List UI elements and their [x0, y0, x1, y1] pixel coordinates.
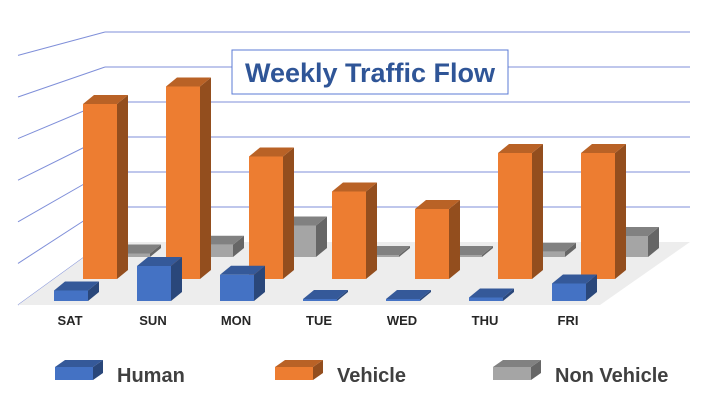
- category-label: WED: [387, 313, 417, 328]
- bar-vehicle-sat: [83, 95, 128, 279]
- legend-swatch: [275, 367, 313, 380]
- chart-title: Weekly Traffic Flow: [245, 58, 496, 88]
- category-label: SUN: [139, 313, 166, 328]
- bar-vehicle-thu: [498, 144, 543, 279]
- category-label: TUE: [306, 313, 332, 328]
- bar-human-sun: [137, 257, 182, 301]
- category-labels: SAT SUN MON TUE WED THU FRI: [57, 313, 578, 328]
- bar-vehicle-mon: [249, 147, 294, 279]
- bar-human-fri: [552, 274, 597, 301]
- bar-human-thu: [469, 288, 514, 301]
- legend-item-non-vehicle: Non Vehicle: [493, 360, 668, 387]
- bar-human-wed: [386, 290, 431, 301]
- bar-human-mon: [220, 265, 265, 301]
- bars: [54, 77, 659, 301]
- side-gridline: [17, 66, 106, 98]
- legend: Human Vehicle Non Vehicle: [55, 360, 668, 387]
- bar-human-sat: [54, 281, 99, 301]
- category-label: FRI: [558, 313, 579, 328]
- bar-vehicle-sun: [166, 77, 211, 279]
- legend-label: Non Vehicle: [555, 365, 668, 387]
- category-label: MON: [221, 313, 251, 328]
- legend-item-vehicle: Vehicle: [275, 360, 406, 387]
- category-label: SAT: [57, 313, 82, 328]
- bar-vehicle-wed: [415, 200, 460, 279]
- side-gridline: [17, 31, 106, 56]
- bar-vehicle-tue: [332, 182, 377, 279]
- legend-swatch: [493, 367, 531, 380]
- legend-swatch: [55, 367, 93, 380]
- category-label: THU: [472, 313, 499, 328]
- legend-label: Human: [117, 365, 185, 387]
- legend-item-human: Human: [55, 360, 185, 387]
- bar-human-tue: [303, 290, 348, 301]
- chart-title-box: Weekly Traffic Flow: [231, 49, 509, 95]
- bar-vehicle-fri: [581, 144, 626, 279]
- legend-label: Vehicle: [337, 365, 406, 387]
